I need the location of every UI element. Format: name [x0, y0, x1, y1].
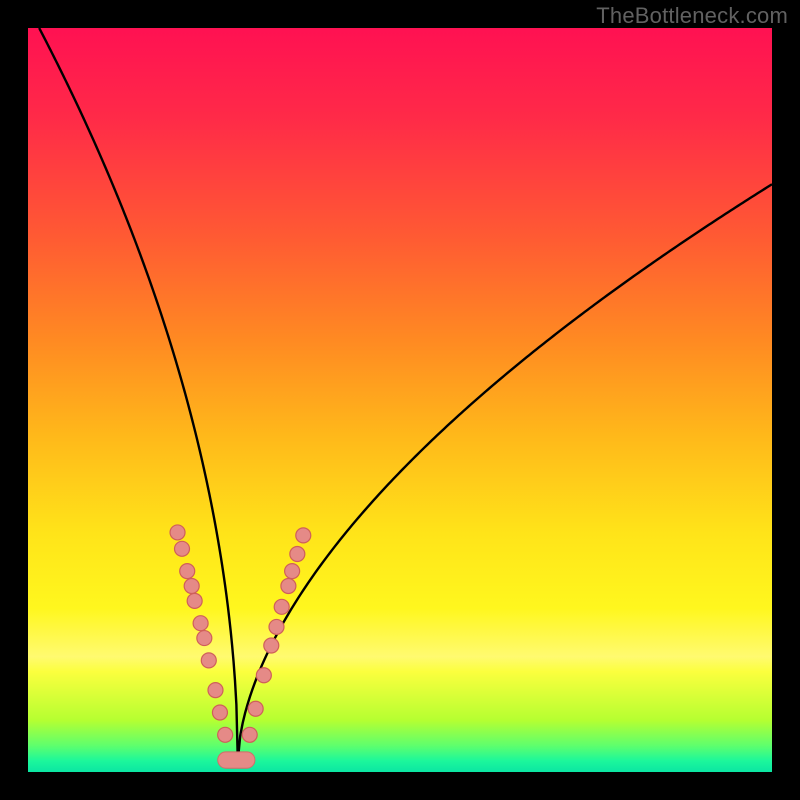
data-marker [208, 683, 223, 698]
data-marker [193, 616, 208, 631]
data-marker [281, 579, 296, 594]
chart-frame: TheBottleneck.com [0, 0, 800, 800]
data-marker [180, 564, 195, 579]
curve-minimum-bar [218, 752, 255, 768]
data-marker [290, 547, 305, 562]
data-marker [285, 564, 300, 579]
data-marker [170, 525, 185, 540]
watermark-text: TheBottleneck.com [596, 3, 788, 29]
data-marker [187, 593, 202, 608]
data-marker [212, 705, 227, 720]
data-marker [269, 619, 284, 634]
data-marker [201, 653, 216, 668]
data-marker [184, 579, 199, 594]
data-marker [242, 727, 257, 742]
data-marker [264, 638, 279, 653]
data-marker [296, 528, 311, 543]
plot-area [28, 28, 772, 772]
data-marker [256, 668, 271, 683]
plot-svg [28, 28, 772, 772]
data-marker [218, 727, 233, 742]
data-marker [175, 541, 190, 556]
data-marker [248, 701, 263, 716]
gradient-background [28, 28, 772, 772]
data-marker [197, 631, 212, 646]
data-marker [274, 599, 289, 614]
